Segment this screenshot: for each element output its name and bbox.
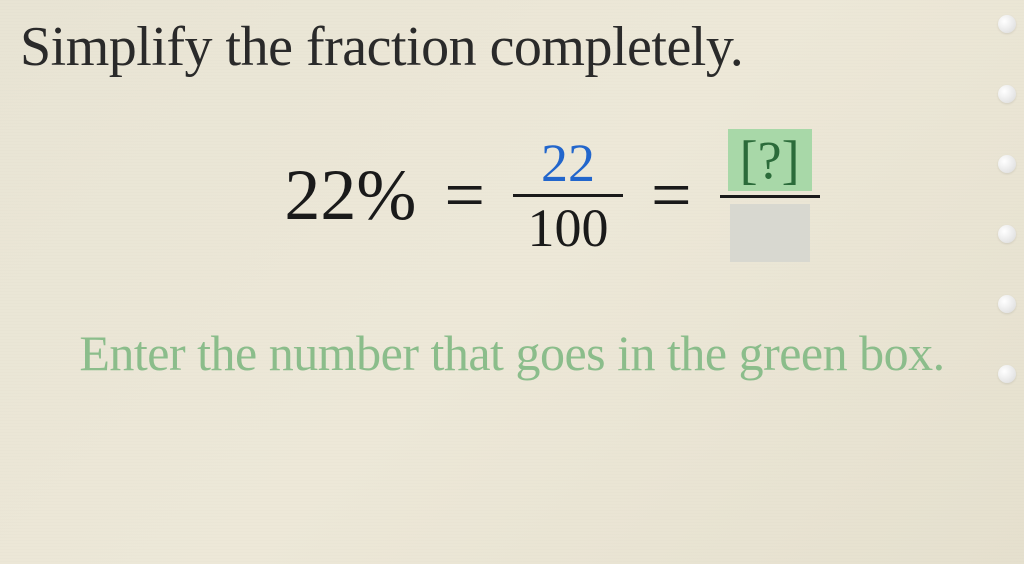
- question-title: Simplify the fraction completely.: [20, 15, 1004, 79]
- equation-row: 22% = 22 100 = [?]: [20, 129, 1004, 262]
- equals-sign-2: =: [651, 154, 692, 237]
- fraction-bar-2: [720, 195, 820, 198]
- answer-denominator-input[interactable]: [730, 204, 810, 262]
- main-container: Simplify the fraction completely. 22% = …: [0, 0, 1024, 564]
- fraction-bar-1: [513, 194, 623, 197]
- fraction-denominator: 100: [519, 201, 616, 255]
- answer-fraction: [?]: [720, 129, 820, 262]
- fraction-given: 22 100: [513, 136, 623, 255]
- equals-sign-1: =: [444, 154, 485, 237]
- percent-value: 22%: [284, 154, 416, 237]
- answer-numerator-input[interactable]: [?]: [728, 129, 812, 191]
- instruction-text: Enter the number that goes in the green …: [20, 322, 1004, 385]
- fraction-numerator: 22: [533, 136, 603, 190]
